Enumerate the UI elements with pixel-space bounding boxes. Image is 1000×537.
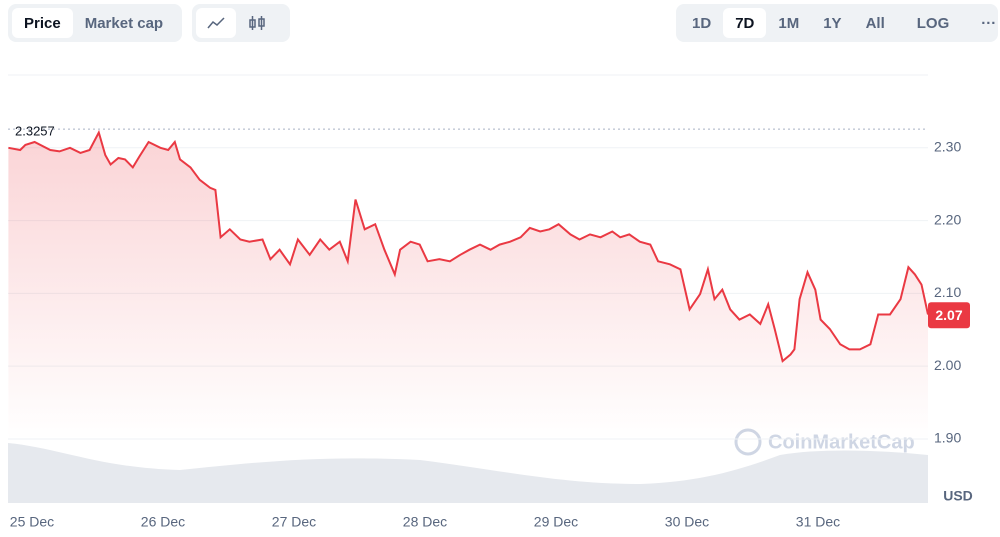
high-label: 2.3257 [15, 124, 55, 139]
x-tick-label: 29 Dec [534, 514, 578, 530]
price-line [8, 129, 929, 363]
line-icon[interactable] [196, 8, 236, 38]
current-price-tag [928, 302, 970, 329]
chart-style-group [192, 4, 290, 42]
price-area [8, 132, 928, 440]
y-tick-label: 1.90 [934, 430, 961, 446]
range-button[interactable]: 1M [778, 14, 800, 32]
x-tick-label: 27 Dec [272, 514, 316, 530]
tab[interactable]: Price [12, 8, 73, 38]
range-button[interactable]: 1Y [823, 14, 842, 32]
range-button[interactable]: 7D [723, 8, 767, 38]
y-tick-label: 2.20 [934, 211, 961, 227]
x-tick-label: 25 Dec [10, 514, 54, 530]
y-tick-label: 2.30 [934, 138, 961, 154]
range-button[interactable]: 1D [692, 14, 712, 32]
tab-group: Price Market cap [8, 4, 182, 42]
tab[interactable]: Market cap [84, 14, 164, 32]
unit-label: USD [943, 488, 973, 504]
more-button[interactable]: ··· [981, 14, 997, 32]
range-group: 1D 7D 1M 1Y All LOG ··· [676, 4, 998, 42]
range-button[interactable]: All [865, 14, 885, 32]
x-tick-label: 26 Dec [141, 514, 185, 530]
volume-area [8, 443, 928, 503]
current-price-label: 2.07 [935, 307, 962, 323]
x-tick-label: 31 Dec [796, 514, 840, 530]
y-tick-label: 2.10 [934, 284, 961, 300]
y-tick-label: 2.00 [934, 357, 961, 373]
x-tick-label: 28 Dec [403, 514, 447, 530]
range-button[interactable]: LOG [916, 14, 950, 32]
candle-icon[interactable] [236, 8, 278, 38]
watermark: CoinMarketCap [734, 428, 915, 456]
x-tick-label: 30 Dec [665, 514, 709, 530]
watermark-text: CoinMarketCap [768, 431, 915, 453]
